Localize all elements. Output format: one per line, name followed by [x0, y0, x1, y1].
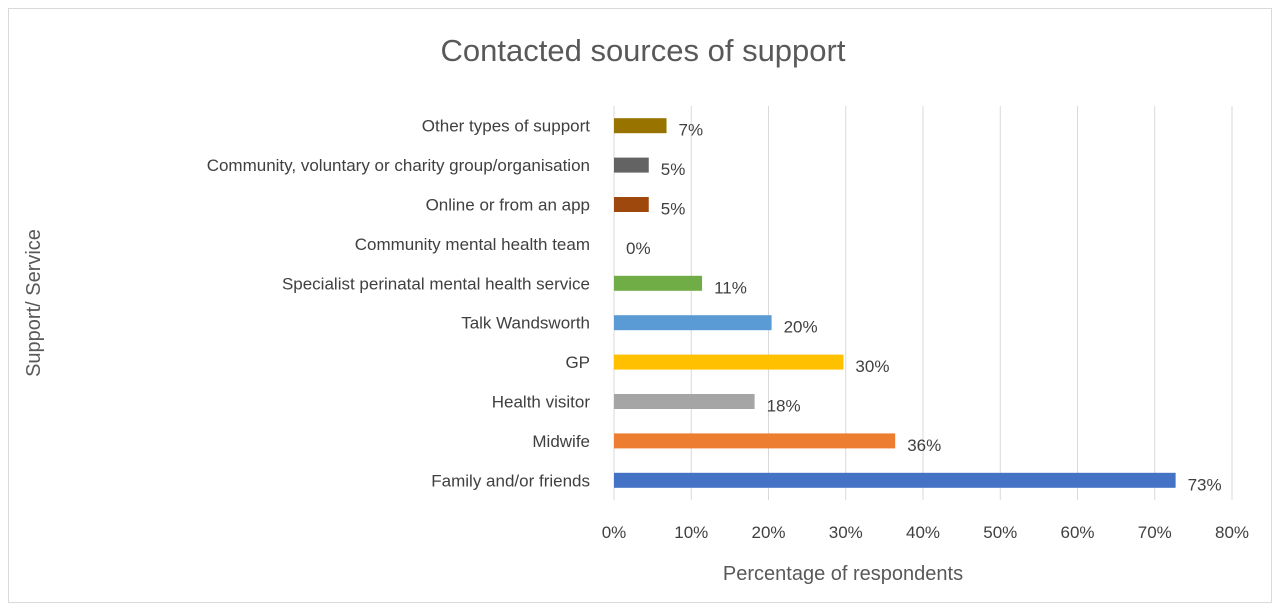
category-label: Community, voluntary or charity group/or…	[207, 156, 590, 175]
x-tick-label: 0%	[602, 523, 627, 542]
category-labels: Family and/or friends Midwife Health visit…	[207, 117, 591, 491]
category-label: Community mental health team	[355, 235, 590, 254]
bar	[614, 118, 667, 134]
bar	[614, 197, 649, 212]
bar	[614, 433, 896, 449]
category-label: Family and/or friends	[431, 471, 590, 490]
x-tick-label: 80%	[1215, 523, 1249, 542]
x-axis-ticks: 0% 10% 20% 30% 40% 50% 60% 70% 80%	[602, 523, 1249, 542]
bars	[614, 118, 1176, 488]
category-label: Talk Wandsworth	[461, 314, 590, 333]
x-tick-label: 60%	[1060, 523, 1094, 542]
chart-frame	[8, 8, 1272, 603]
data-label: 11%	[714, 278, 747, 297]
x-axis-title: Percentage of respondents	[723, 563, 963, 585]
data-label: 36%	[907, 436, 941, 455]
data-label: 5%	[661, 160, 686, 179]
data-label: 20%	[784, 318, 818, 337]
data-label: 5%	[661, 200, 686, 219]
data-label: 0%	[626, 239, 651, 258]
x-tick-label: 20%	[751, 523, 785, 542]
x-tick-label: 40%	[906, 523, 940, 542]
data-label: 7%	[679, 121, 704, 140]
data-label: 18%	[767, 397, 801, 416]
x-tick-label: 10%	[674, 523, 708, 542]
x-tick-label: 70%	[1138, 523, 1172, 542]
data-label: 30%	[855, 357, 889, 376]
bar	[614, 315, 772, 331]
category-label: GP	[565, 353, 590, 372]
x-tick-label: 50%	[983, 523, 1017, 542]
y-axis-title: Support/ Service	[23, 229, 45, 377]
category-label: Health visitor	[492, 393, 591, 412]
bar	[614, 157, 649, 173]
bar	[614, 394, 755, 409]
bar	[614, 275, 703, 291]
category-label: Midwife	[532, 432, 590, 451]
category-label: Online or from an app	[426, 196, 590, 215]
x-tick-label: 30%	[829, 523, 863, 542]
category-label: Other types of support	[422, 117, 590, 136]
bar	[614, 472, 1176, 488]
bar	[614, 354, 844, 370]
data-labels: 73% 36% 18% 30% 20% 11% 0% 5% 5% 7%	[626, 121, 1222, 495]
chart-title: Contacted sources of support	[441, 33, 846, 68]
data-label: 73%	[1188, 475, 1222, 494]
category-label: Specialist perinatal mental health servi…	[282, 274, 590, 293]
